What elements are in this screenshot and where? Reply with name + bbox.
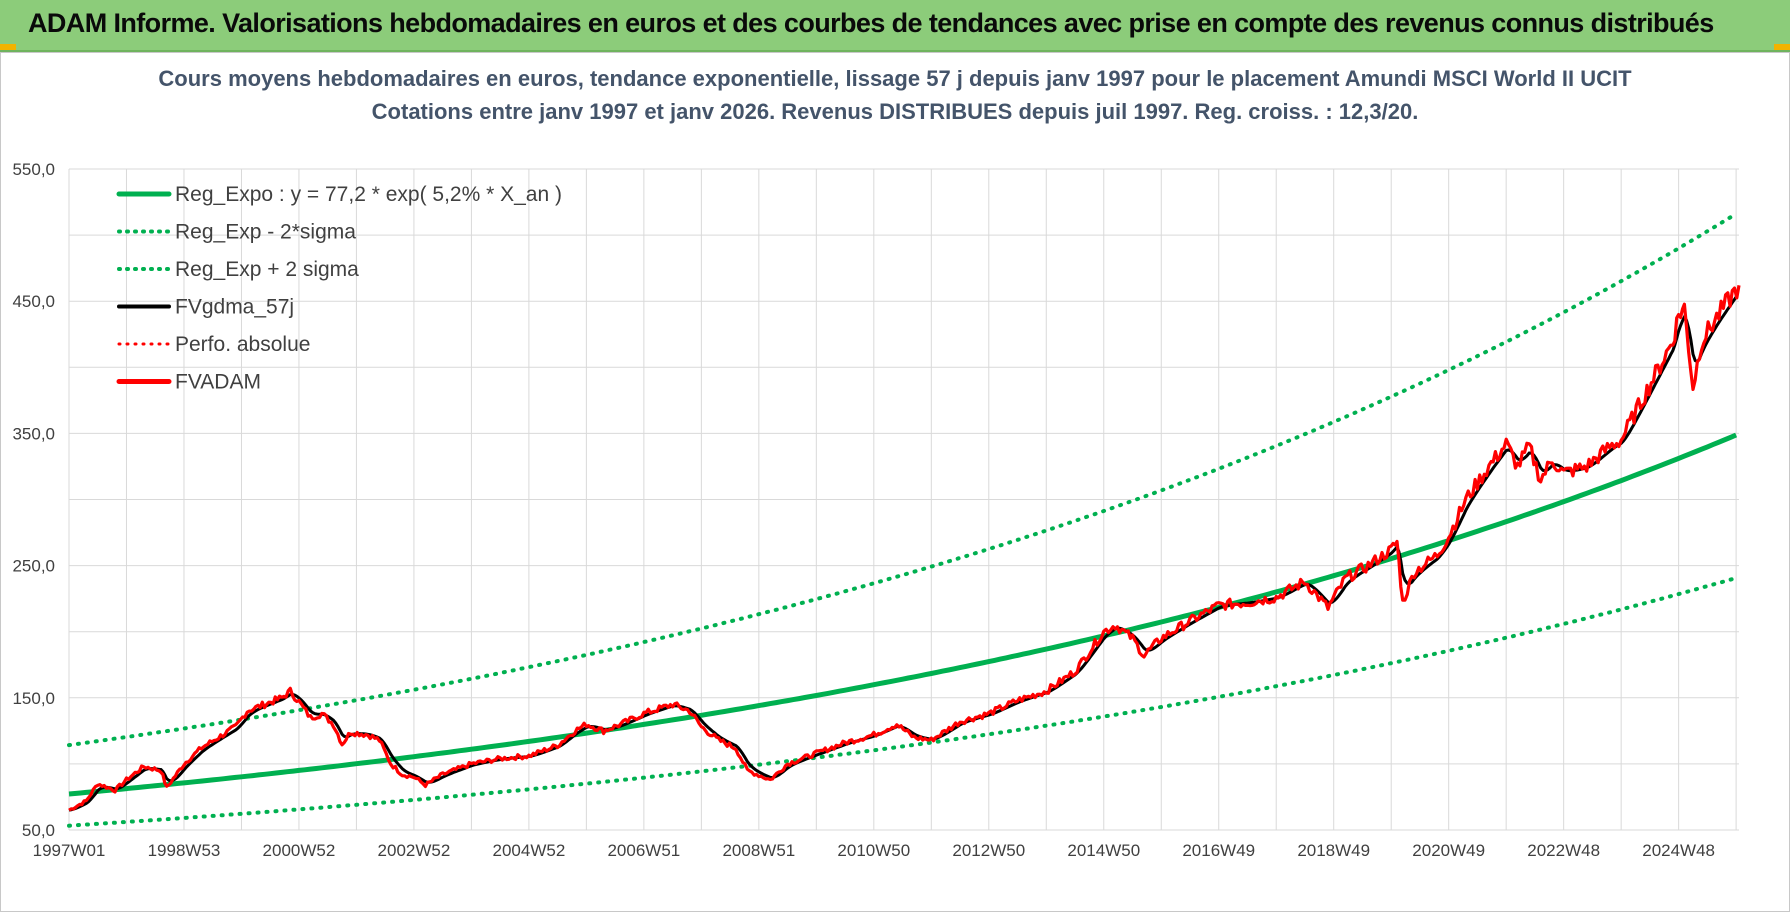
x-tick-label: 2020W49 [1412,841,1485,860]
series-reg-plus-2sigma [67,211,1739,748]
x-tick-label: 2002W52 [378,841,451,860]
x-tick-label: 2008W51 [722,841,795,860]
legend-label: Reg_Expo : y = 77,2 * exp( 5,2% * X_an ) [175,183,562,206]
legend-label: Perfo. absolue [175,333,310,356]
y-axis: 50,0 150,0 250,0 350,0 450,0 550,0 [12,160,55,840]
y-tick-label: 250,0 [12,557,55,576]
y-tick-label: 50,0 [22,821,55,840]
x-tick-label: 2010W50 [837,841,910,860]
legend: Reg_Expo : y = 77,2 * exp( 5,2% * X_an )… [116,183,562,394]
line-chart: Cours moyens hebdomadaires en euros, ten… [12,66,1741,860]
chart-title: Cours moyens hebdomadaires en euros, ten… [158,66,1632,91]
series-fvgdma-57j [68,295,1739,812]
x-tick-label: 2012W50 [952,841,1025,860]
chart-subtitle: Cotations entre janv 1997 et janv 2026. … [372,99,1419,124]
series-reg-minus-2sigma [67,576,1739,828]
x-tick-label: 2022W48 [1527,841,1600,860]
page-title: ADAM Informe. Valorisations hebdomadaire… [28,8,1714,38]
x-tick-label: 2024W48 [1642,841,1715,860]
x-tick-label: 2016W49 [1182,841,1255,860]
x-axis: 1997W01 1998W53 2000W52 2002W52 2004W52 2006W… [33,841,1715,860]
legend-label: FVADAM [175,371,261,394]
series [67,211,1741,828]
corner-marker-right [1774,44,1790,50]
legend-label: FVgdma_57j [175,296,294,319]
y-tick-label: 350,0 [12,424,55,443]
legend-label: Reg_Exp + 2 sigma [175,258,359,281]
x-tick-label: 2018W49 [1297,841,1370,860]
x-tick-label: 2006W51 [607,841,680,860]
x-tick-label: 1998W53 [148,841,221,860]
y-tick-label: 550,0 [12,160,55,179]
chart-area: Cours moyens hebdomadaires en euros, ten… [0,52,1790,912]
x-tick-label: 2004W52 [493,841,566,860]
corner-marker-left [0,44,16,50]
x-tick-label: 2014W50 [1067,841,1140,860]
series-reg-expo [68,432,1738,797]
x-tick-label: 1997W01 [33,841,106,860]
y-tick-label: 450,0 [12,292,55,311]
legend-label: Reg_Exp - 2*sigma [175,221,356,244]
header-banner: ADAM Informe. Valorisations hebdomadaire… [0,0,1790,52]
x-tick-label: 2000W52 [263,841,336,860]
series-fvadam [68,285,1741,812]
y-tick-label: 150,0 [12,689,55,708]
